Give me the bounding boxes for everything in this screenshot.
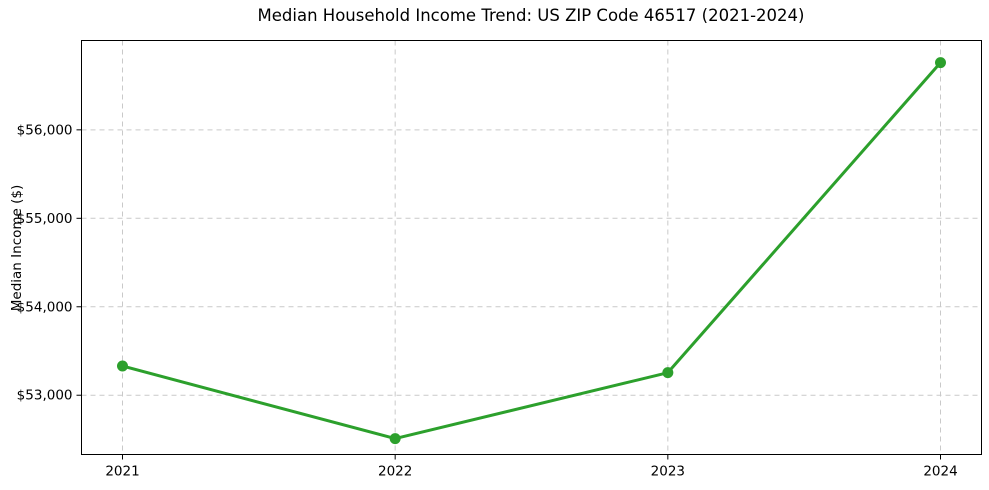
x-tick-label: 2022 — [378, 464, 412, 480]
plot-border — [81, 40, 982, 455]
chart-title: Median Household Income Trend: US ZIP Co… — [257, 6, 805, 25]
y-tick-label: $55,000 — [17, 211, 73, 227]
x-tick-label: 2024 — [923, 464, 957, 480]
y-tick-label: $54,000 — [17, 299, 73, 315]
data-point-2023 — [662, 367, 674, 379]
y-tick-label: $53,000 — [17, 388, 73, 404]
data-point-2022 — [389, 433, 401, 445]
x-tick-label: 2021 — [105, 464, 139, 480]
y-tick-label: $56,000 — [17, 122, 73, 138]
trend-line — [121, 61, 942, 441]
x-tick-label: 2023 — [651, 464, 685, 480]
data-point-2021 — [117, 360, 128, 372]
data-point-2024 — [935, 57, 946, 69]
